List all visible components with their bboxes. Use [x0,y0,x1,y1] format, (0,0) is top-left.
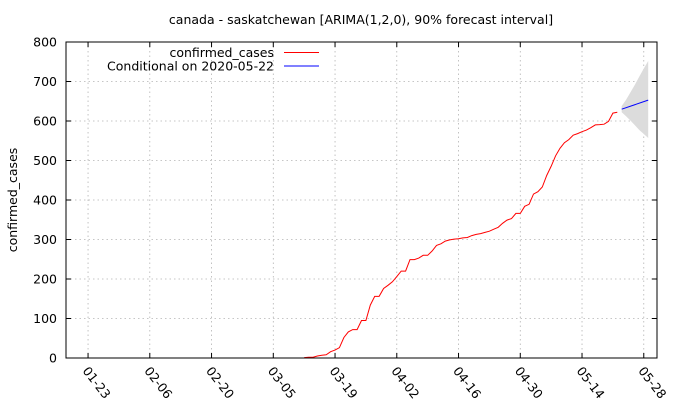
x-tick-label: 04-02 [388,364,422,400]
x-tick-label: 04-30 [512,364,546,400]
series-line-confirmed-cases [304,111,618,359]
y-tick-label: 200 [33,272,57,287]
x-tick-label: 05-28 [635,364,669,400]
y-tick-label: 700 [33,74,57,89]
y-tick-label: 500 [33,153,57,168]
y-tick-label: 400 [33,193,57,208]
forecast-interval [621,61,649,138]
x-tick-label: 03-05 [265,364,299,400]
series-lines [304,99,649,359]
chart-title: canada - saskatchewan [ARIMA(1,2,0), 90%… [169,12,553,27]
x-tick-label: 02-20 [203,364,237,400]
legend-label: confirmed_cases [169,45,274,60]
y-tick-label: 100 [33,311,57,326]
y-tick-label: 0 [49,351,57,366]
x-tick-label: 05-14 [574,364,608,400]
x-tick-label: 04-16 [450,364,484,400]
x-tick-label: 02-06 [141,364,175,400]
plot-frame [65,41,658,359]
y-axis-label: confirmed_cases [5,148,20,253]
series-line-forecast [621,99,649,110]
grid [66,42,657,358]
y-tick-label: 800 [33,35,57,50]
axes: 0 100 200 300 400 500 600 700 800 01-23 02-06 02-20… [33,35,669,400]
y-tick-label: 600 [33,114,57,129]
x-tick-label: 01-23 [80,364,114,400]
forecast-interval-band [621,61,649,138]
x-tick-label: 03-19 [327,364,361,400]
legend-label: Conditional on 2020-05-22 [107,59,274,74]
y-tick-label: 300 [33,232,57,247]
